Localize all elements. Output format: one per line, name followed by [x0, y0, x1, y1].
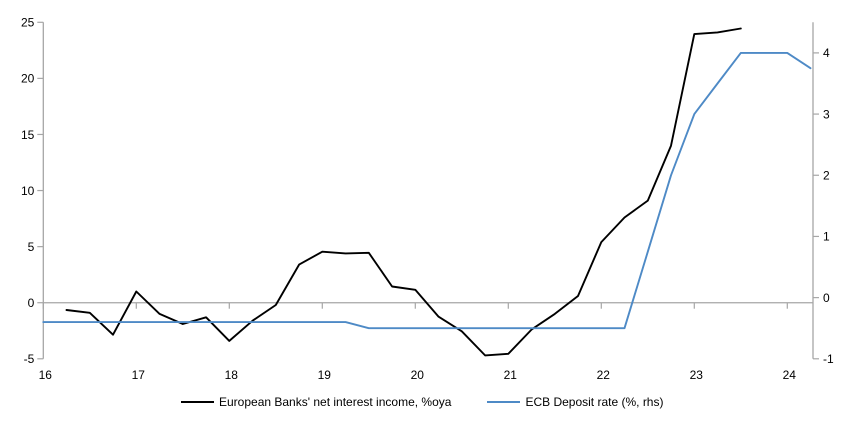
x-axis-tick-label: 21 [504, 368, 518, 382]
legend-label-net-interest-income: European Banks' net interest income, %oy… [219, 395, 452, 409]
net-interest-income-line [65, 27, 742, 357]
series-lines [42, 27, 812, 357]
axes [37, 21, 819, 360]
legend-item-ecb-deposit-rate: ECB Deposit rate (%, rhs) [487, 395, 663, 409]
left-axis-tick-label: 10 [21, 184, 35, 198]
left-axis-tick-label: -5 [24, 352, 35, 366]
ecb-deposit-rate-line [42, 51, 812, 330]
right-axis-tick-label: 0 [823, 291, 830, 305]
right-axis-tick-label: -1 [823, 352, 834, 366]
left-axis-tick-label: 20 [21, 72, 35, 86]
x-axis-tick-label: 22 [597, 368, 611, 382]
left-axis-tick-label: 15 [21, 128, 35, 142]
legend-item-net-interest-income: European Banks' net interest income, %oy… [181, 395, 451, 409]
left-axis-tick-label: 0 [28, 296, 35, 310]
legend: European Banks' net interest income, %oy… [181, 395, 663, 409]
right-axis-tick-label: 3 [823, 107, 830, 121]
x-axis-tick-label: 16 [39, 368, 53, 382]
legend-label-ecb-deposit-rate: ECB Deposit rate (%, rhs) [525, 395, 664, 409]
right-axis-tick-label: 2 [823, 169, 830, 183]
right-axis-tick-label: 1 [823, 230, 830, 244]
right-axis-tick-label: 4 [823, 46, 830, 60]
x-axis-tick-label: 24 [783, 368, 797, 382]
x-axis-tick-label: 17 [132, 368, 146, 382]
x-axis-tick-label: 20 [411, 368, 425, 382]
black-line-swatch [181, 401, 214, 403]
x-axis-tick-label: 23 [690, 368, 704, 382]
x-axis-tick-label: 18 [225, 368, 239, 382]
left-axis-tick-label: 5 [28, 240, 35, 254]
left-axis-tick-label: 25 [21, 16, 35, 30]
blue-line-swatch [487, 401, 521, 403]
x-axis-tick-label: 19 [318, 368, 332, 382]
